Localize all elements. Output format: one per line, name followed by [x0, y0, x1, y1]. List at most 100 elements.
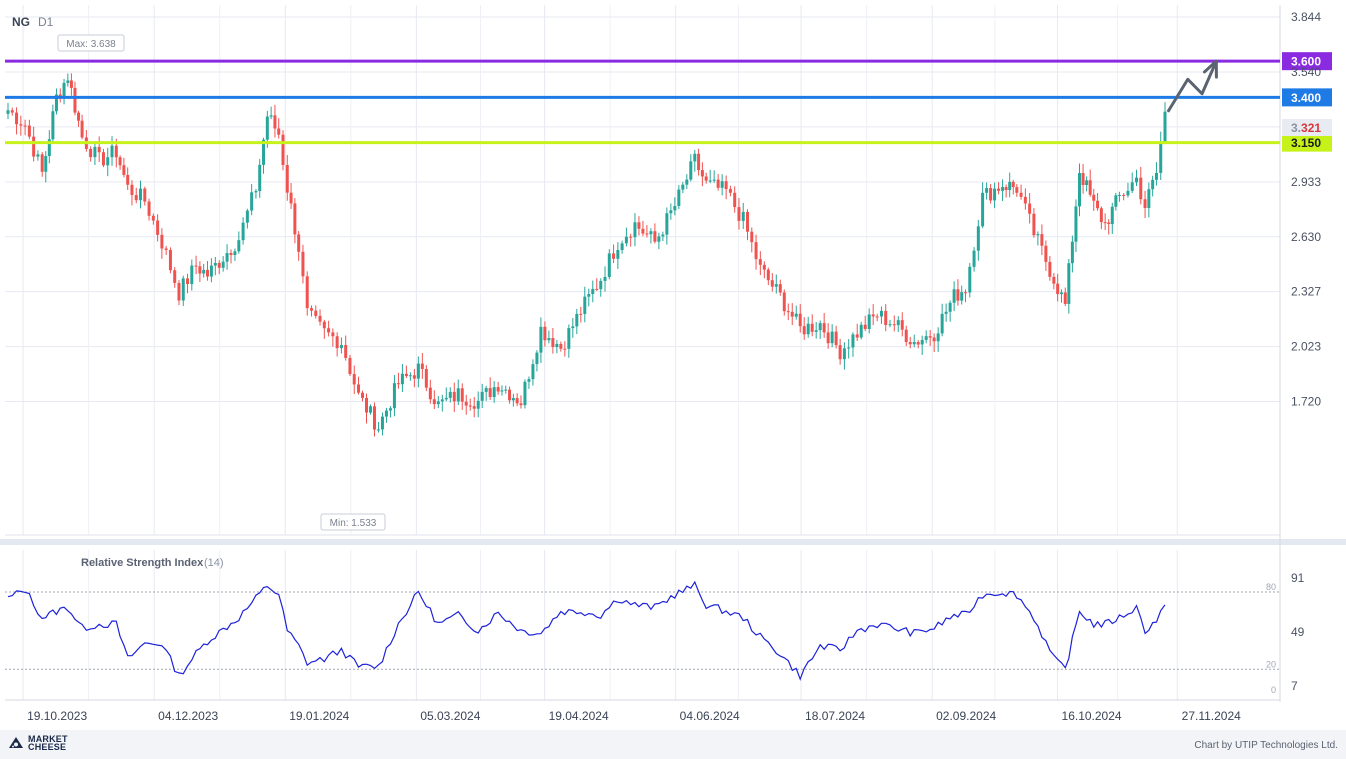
candle — [40, 152, 44, 177]
candle — [69, 73, 73, 96]
candle — [444, 387, 448, 402]
candle — [912, 334, 916, 348]
candle — [1085, 176, 1089, 192]
candle — [297, 231, 301, 261]
candle — [484, 385, 488, 401]
price-tick: 3.844 — [1291, 10, 1321, 24]
candle — [237, 231, 241, 254]
candle — [151, 213, 155, 225]
candle — [1110, 202, 1114, 234]
time-axis: 19.10.2023 04.12.2023 19.01.2024 05.03.2024… — [27, 709, 1241, 723]
candle — [233, 248, 237, 261]
candle — [335, 332, 339, 357]
candle — [535, 350, 539, 372]
time-tick: 16.10.2024 — [1062, 709, 1122, 723]
credit-text: Chart by UTIP Technologies Ltd. — [1194, 740, 1338, 751]
candle — [400, 363, 404, 393]
level-line-label: 3.150 — [1291, 136, 1321, 150]
candle — [1092, 188, 1096, 211]
candle — [599, 278, 603, 297]
candle — [972, 247, 976, 272]
candle — [847, 339, 851, 359]
candle — [396, 372, 400, 389]
candle — [624, 227, 628, 247]
candle — [834, 325, 838, 349]
candle — [1159, 131, 1163, 180]
candle — [681, 181, 685, 194]
level-line-label: 3.400 — [1291, 91, 1321, 105]
candle — [468, 398, 472, 411]
candle — [508, 386, 512, 404]
candle — [1044, 240, 1048, 271]
candle — [665, 207, 669, 245]
candle — [1048, 255, 1052, 281]
candle — [472, 397, 476, 418]
candle — [704, 172, 708, 184]
candle — [693, 149, 697, 172]
candle — [504, 385, 508, 394]
candle — [741, 202, 745, 229]
candle — [376, 422, 380, 433]
candle — [989, 183, 993, 204]
candle — [1139, 166, 1143, 205]
candle — [54, 88, 58, 115]
candle — [940, 303, 944, 337]
candle — [875, 313, 879, 322]
candle — [1067, 259, 1071, 314]
candle — [352, 365, 356, 395]
candle — [305, 271, 309, 316]
candle — [32, 126, 36, 162]
candle — [106, 147, 110, 177]
candle — [855, 323, 859, 341]
candle — [1040, 224, 1044, 256]
candle — [181, 275, 185, 307]
candle — [23, 119, 27, 136]
candle — [523, 379, 527, 409]
candle — [798, 304, 802, 333]
candle — [372, 402, 376, 437]
candle — [293, 198, 297, 244]
brand-line1: MARKET — [28, 734, 68, 744]
candle — [1059, 289, 1063, 303]
time-tick: 04.06.2024 — [680, 709, 740, 723]
candle — [960, 285, 964, 305]
candle — [563, 341, 567, 357]
candle — [217, 260, 221, 275]
candle — [587, 288, 591, 307]
candle — [269, 106, 273, 120]
candle — [762, 261, 766, 279]
candle — [97, 136, 101, 162]
projection-arrow — [1166, 59, 1218, 113]
candle — [420, 353, 424, 379]
candle — [1130, 172, 1134, 194]
min-label: Min: 1.533 — [330, 518, 377, 529]
cheese-logo-icon — [9, 737, 23, 748]
candle — [770, 273, 774, 292]
candle — [896, 316, 900, 332]
price-tick: 2.327 — [1291, 285, 1321, 299]
candle — [202, 263, 206, 278]
candle — [774, 274, 778, 294]
candle — [80, 114, 84, 140]
rsi-level-label: 80 — [1266, 582, 1276, 592]
svg-text:3.321: 3.321 — [1291, 121, 1321, 135]
max-marker: Max: 3.638 — [57, 34, 125, 52]
candle — [968, 262, 972, 298]
candle — [637, 216, 641, 236]
candle — [436, 396, 440, 409]
candle — [700, 162, 704, 187]
brand-logo: MARKET CHEESE — [8, 734, 68, 752]
time-tick: 19.01.2024 — [289, 709, 349, 723]
candle — [101, 148, 105, 168]
candle — [408, 372, 412, 381]
price-tick: 1.720 — [1291, 395, 1321, 409]
candle — [595, 278, 599, 291]
candle — [364, 393, 368, 424]
candle — [209, 258, 213, 283]
symbol-label: NG — [12, 15, 30, 29]
time-tick: 27.11.2024 — [1182, 709, 1241, 723]
candle — [583, 286, 587, 323]
candle — [1135, 169, 1139, 187]
candle — [388, 406, 392, 418]
